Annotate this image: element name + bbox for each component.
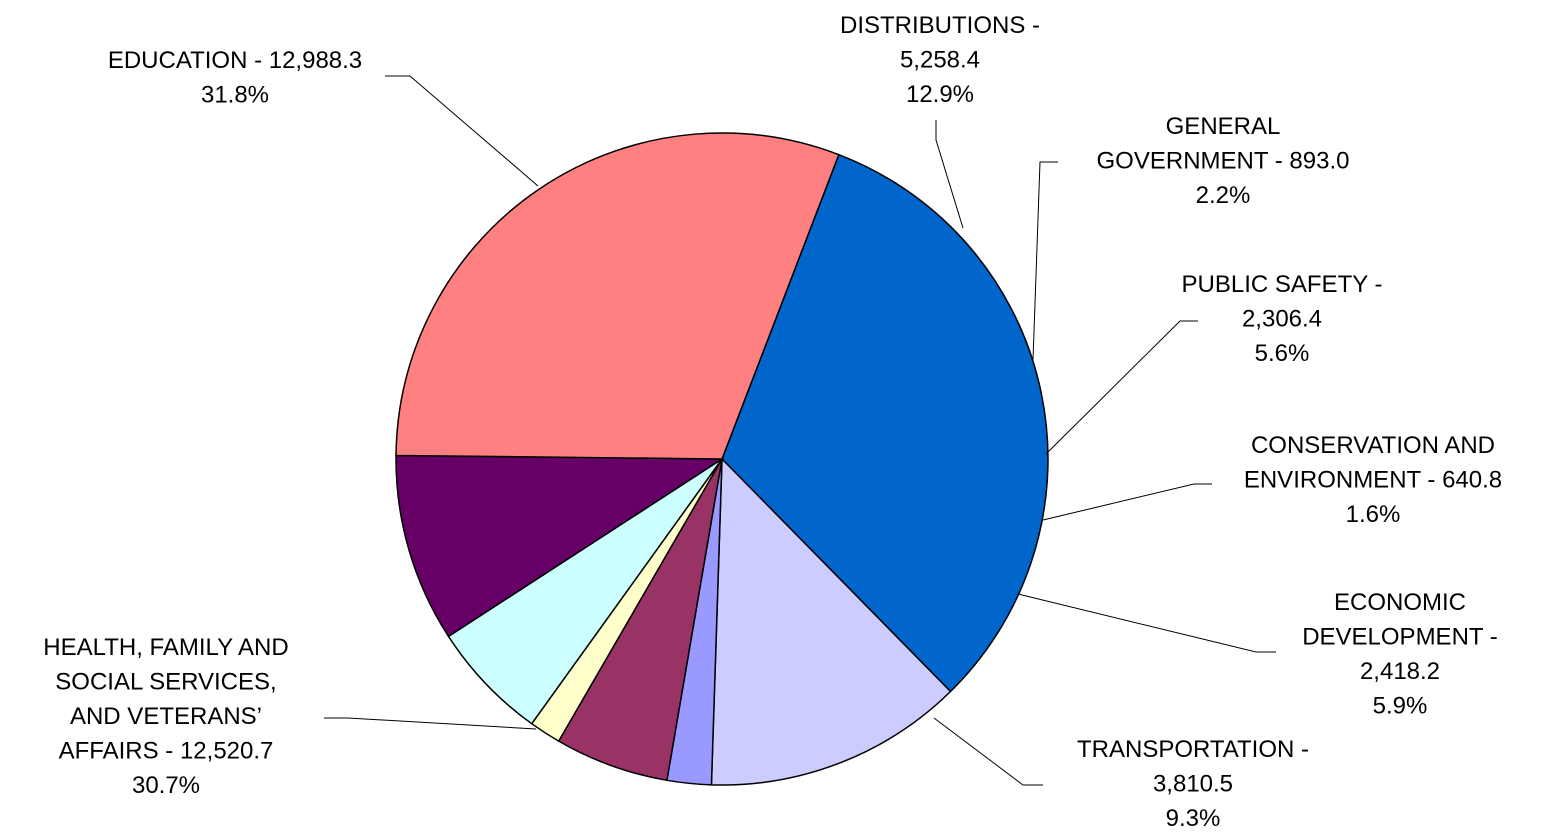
slice-label-line: DEVELOPMENT - xyxy=(1302,624,1498,651)
slice-label-line: AFFAIRS - 12,520.7 xyxy=(59,738,274,765)
leader-line xyxy=(1032,161,1058,361)
slice-label-line: 1.6% xyxy=(1346,501,1401,528)
slice-label-line: GOVERNMENT - 893.0 xyxy=(1097,148,1350,175)
slice-label-line: 5.9% xyxy=(1373,693,1428,720)
slice-label-line: DISTRIBUTIONS - xyxy=(840,12,1040,39)
slice-label-line: SOCIAL SERVICES, xyxy=(55,669,276,696)
slice-label-line: PUBLIC SAFETY - xyxy=(1182,271,1383,298)
slice-label: EDUCATION - 12,988.3 31.8% xyxy=(108,47,362,109)
slice-label-line: 31.8% xyxy=(201,82,269,109)
slice-label-line: 12.9% xyxy=(906,81,974,108)
slice-label: HEALTH, FAMILY AND SOCIAL SERVICES, AND VE… xyxy=(43,634,288,799)
slice-label-line: ENVIRONMENT - 640.8 xyxy=(1244,467,1502,494)
leader-line xyxy=(1017,593,1276,653)
leader-line xyxy=(1045,320,1198,455)
slice-label: PUBLIC SAFETY - 2,306.4 5.6% xyxy=(1182,271,1383,367)
slice-label-line: EDUCATION - 12,988.3 xyxy=(108,47,362,74)
slice-label-line: 3,810.5 xyxy=(1153,771,1233,798)
slice-label-line: 2.2% xyxy=(1196,182,1251,209)
slice-label-line: 2,306.4 xyxy=(1242,306,1322,333)
leader-line xyxy=(324,717,537,730)
pie-slice-transportation xyxy=(395,454,725,638)
slice-label: CONSERVATION AND ENVIRONMENT - 640.8 1.6% xyxy=(1244,432,1502,528)
pie-slice-education xyxy=(721,153,1049,693)
slice-label-line: 2,418.2 xyxy=(1360,658,1440,685)
slice-label: GENERAL GOVERNMENT - 893.0 2.2% xyxy=(1097,113,1350,209)
slice-label-line: ECONOMIC xyxy=(1334,589,1466,616)
slice-label: TRANSPORTATION - 3,810.5 9.3% xyxy=(1077,736,1309,832)
leader-line xyxy=(935,120,964,229)
pie-slice-distributions xyxy=(710,457,952,786)
pie-slice-economic-development xyxy=(447,458,723,725)
slice-label-line: HEALTH, FAMILY AND xyxy=(43,634,288,661)
leader-line xyxy=(1042,483,1212,521)
slice-label-line: GENERAL xyxy=(1166,113,1281,140)
leader-line xyxy=(933,717,1043,786)
slice-label-line: TRANSPORTATION - xyxy=(1077,736,1309,763)
slice-label-line: 5.6% xyxy=(1255,340,1310,367)
slice-label-line: 30.7% xyxy=(132,772,200,799)
slice-label-line: AND VETERANS’ xyxy=(70,703,262,730)
slice-label-line: CONSERVATION AND xyxy=(1251,432,1495,459)
pie-slice-health-family-and-social-services-and-veterans-affairs xyxy=(395,132,840,460)
slice-label: DISTRIBUTIONS - 5,258.4 12.9% xyxy=(840,12,1040,108)
slice-label-line: 5,258.4 xyxy=(900,47,980,74)
slice-label: ECONOMIC DEVELOPMENT - 2,418.2 5.9% xyxy=(1302,589,1498,720)
slice-label-line: 9.3% xyxy=(1166,805,1221,832)
leader-line xyxy=(385,75,539,187)
